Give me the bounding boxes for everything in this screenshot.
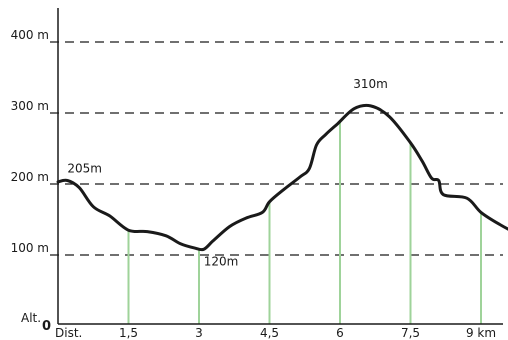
x-tick-label-9: 9 km (466, 326, 496, 340)
x-axis-label: Dist. (55, 326, 82, 340)
y-tick-label-200: 200 m (11, 170, 49, 184)
y-tick-label-100: 100 m (11, 241, 49, 255)
axis-layer (57, 8, 503, 325)
annotation-120m: 120m (204, 254, 239, 268)
x-tick-label-3: 3 (195, 326, 203, 340)
y-zero-label: 0 (42, 319, 51, 334)
y-tick-label-300: 300 m (11, 99, 49, 113)
elevation-profile-line (56, 103, 508, 252)
x-tick-label-4-5: 4,5 (260, 326, 279, 340)
annotation-205m: 205m (67, 161, 102, 175)
x-tick-label-1-5: 1,5 (119, 326, 138, 340)
label-layer: Alt. 0 Dist. 100 m 200 m 300 m 400 m 1,5 3 4,5… (11, 28, 496, 340)
y-axis-label: Alt. (21, 311, 41, 325)
annotation-310m: 310m (353, 77, 388, 91)
grid-layer (50, 41, 503, 256)
y-tick-label-400: 400 m (11, 28, 49, 42)
marker-layer (127, 120, 482, 324)
x-tick-label-7-5: 7,5 (401, 326, 420, 340)
x-tick-label-6: 6 (336, 326, 344, 340)
